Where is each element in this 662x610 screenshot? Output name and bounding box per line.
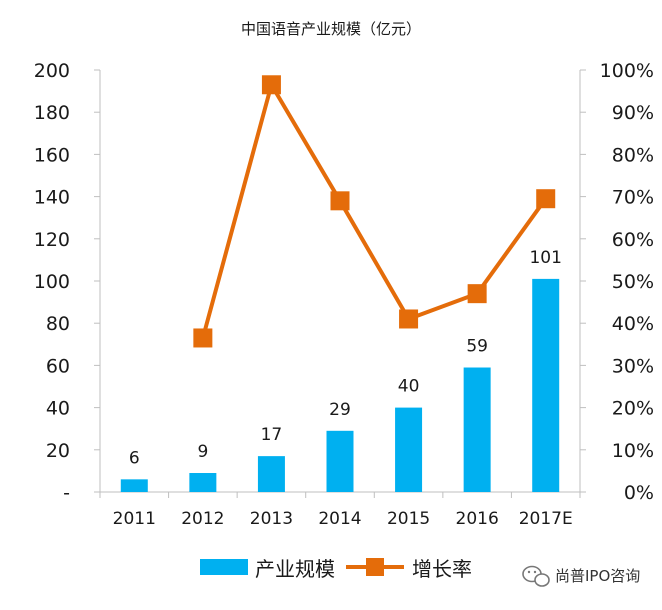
watermark: 尚普IPO咨询	[522, 565, 640, 587]
bar	[120, 479, 148, 492]
line-marker	[467, 284, 487, 304]
left-axis-tick-label: 40	[46, 398, 70, 420]
right-axis-tick-label: 70%	[612, 187, 654, 209]
left-axis-tick-label: 20	[46, 440, 70, 462]
legend-line-marker	[366, 558, 384, 576]
right-axis-tick-label: 80%	[612, 144, 654, 166]
left-axis-tick-label: 140	[34, 187, 70, 209]
right-axis-tick-label: 10%	[612, 440, 654, 462]
bar-data-label: 29	[329, 400, 351, 420]
line-marker	[261, 75, 281, 95]
left-axis-tick-label: 120	[34, 229, 70, 251]
bar	[257, 456, 285, 492]
bar-data-label: 59	[466, 337, 488, 357]
bar	[463, 367, 491, 492]
right-axis-tick-label: 0%	[624, 482, 654, 504]
left-axis-tick-label: 200	[34, 60, 70, 82]
line-marker	[193, 328, 213, 348]
left-axis: - 20 40 60 80 100 120 140 160 180 200	[34, 60, 101, 504]
left-axis-tick-label: 80	[46, 313, 70, 335]
bar-data-label: 9	[197, 442, 208, 462]
left-axis-tick-label: 100	[34, 271, 70, 293]
right-axis-tick-label: 50%	[612, 271, 654, 293]
right-axis-tick-label: 20%	[612, 398, 654, 420]
x-axis: 2011 2012 2013 2014 2015 2016 2017E	[99, 491, 581, 529]
right-axis-tick-label: 90%	[612, 102, 654, 124]
right-axis-tick-label: 40%	[612, 313, 654, 335]
bar	[532, 278, 560, 492]
x-axis-tick-label: 2013	[250, 509, 293, 529]
x-axis-tick-label: 2015	[387, 509, 430, 529]
right-axis-tick-label: 60%	[612, 229, 654, 251]
bar-data-labels: 6 9 17 29 40 59 101	[129, 248, 562, 468]
line-series	[193, 75, 556, 348]
x-axis-tick-label: 2011	[113, 509, 156, 529]
legend-line-label: 增长率	[412, 557, 472, 581]
wechat-icon	[522, 565, 550, 587]
bar	[395, 407, 423, 492]
line-marker	[330, 191, 350, 211]
left-axis-tick-label: 160	[34, 144, 70, 166]
legend-bar-label: 产业规模	[255, 557, 335, 581]
x-axis-tick-label: 2016	[456, 509, 499, 529]
left-axis-tick-label: 180	[34, 102, 70, 124]
bar-data-label: 17	[261, 425, 283, 445]
bar-data-label: 40	[398, 377, 420, 397]
bar	[326, 430, 354, 492]
line-marker	[399, 309, 419, 329]
right-axis: 0% 10% 20% 30% 40% 50% 60% 70% 80% 90% 100%	[579, 60, 654, 504]
watermark-text: 尚普IPO咨询	[555, 567, 640, 585]
bar	[189, 473, 217, 492]
bar-data-label: 6	[129, 448, 140, 468]
line-marker	[536, 189, 556, 209]
x-axis-tick-label: 2017E	[519, 509, 573, 529]
x-axis-tick-label: 2012	[181, 509, 224, 529]
bar-series	[120, 278, 560, 492]
right-axis-tick-label: 100%	[600, 60, 654, 82]
left-axis-tick-label: -	[63, 482, 70, 504]
legend: 产业规模 增长率	[200, 557, 472, 581]
left-axis-tick-label: 60	[46, 355, 70, 377]
bar-data-label: 101	[529, 248, 561, 268]
line-path	[200, 82, 548, 339]
x-axis-tick-label: 2014	[318, 509, 361, 529]
chart-title: 中国语音产业规模（亿元）	[241, 20, 421, 38]
legend-bar-swatch	[200, 559, 248, 575]
right-axis-tick-label: 30%	[612, 355, 654, 377]
